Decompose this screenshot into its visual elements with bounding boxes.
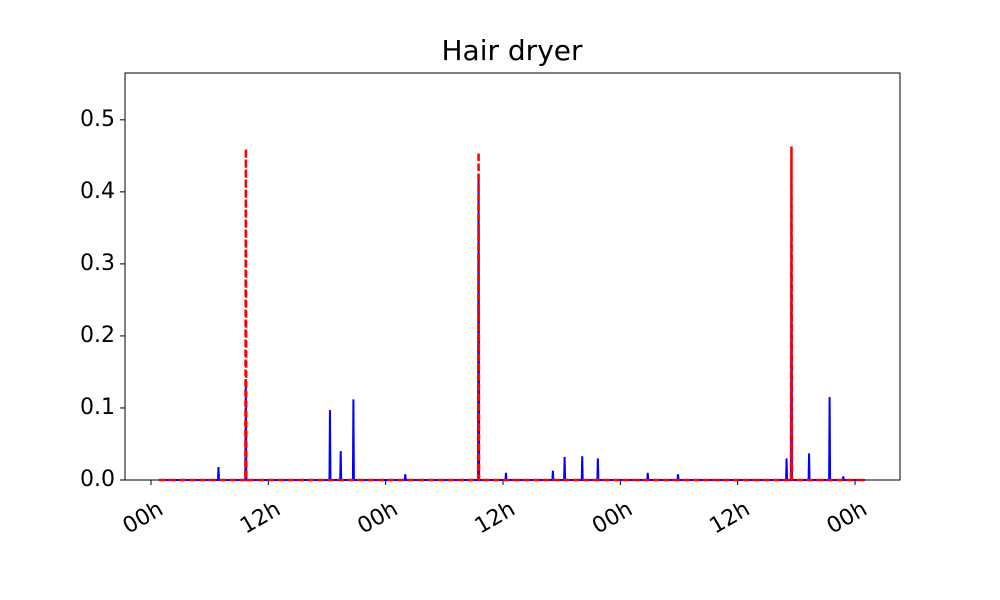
y-tick-label: 0.2 — [80, 323, 115, 348]
y-tick-label: 0.1 — [80, 395, 115, 420]
series-line — [158, 146, 865, 482]
x-tick-label: 00h — [119, 497, 168, 540]
x-tick-label: 00h — [823, 497, 872, 540]
x-tick-label: 12h — [236, 497, 285, 540]
y-tick-label: 0.3 — [80, 251, 115, 276]
chart-title: Hair dryer — [442, 34, 583, 67]
plot-frame — [124, 72, 901, 481]
x-tick-label: 12h — [471, 497, 520, 540]
x-tick-label: 00h — [353, 497, 402, 540]
y-tick-label: 0.5 — [80, 107, 115, 132]
x-tick-label: 12h — [705, 497, 754, 540]
y-tick-label: 0.0 — [80, 467, 115, 492]
y-tick-label: 0.4 — [80, 179, 115, 204]
series-line — [158, 155, 865, 481]
x-tick-label: 00h — [588, 497, 637, 540]
